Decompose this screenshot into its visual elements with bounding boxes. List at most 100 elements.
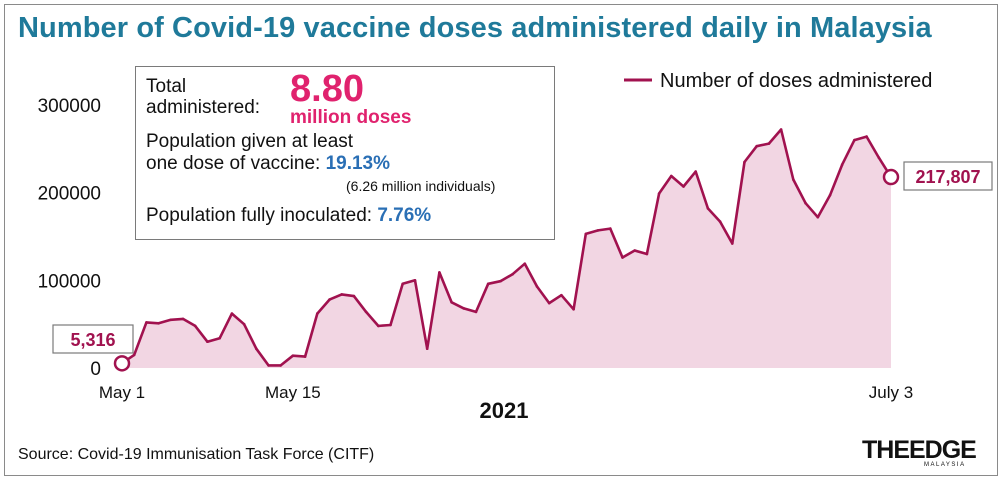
chart-title: Number of Covid-19 vaccine doses adminis…: [18, 12, 932, 44]
one-dose-value: 19.13%: [325, 153, 391, 174]
data-point: [316, 312, 319, 315]
data-point: [670, 174, 673, 178]
y-tick-label: 200000: [38, 184, 101, 205]
data-point: [779, 128, 783, 131]
series-line: [121, 128, 893, 367]
end-callout-value: 217,807: [915, 167, 980, 187]
data-point: [279, 364, 283, 367]
fully-inoculated-value: 7.76%: [377, 205, 432, 226]
end-callout: 217,807: [882, 161, 993, 191]
data-point: [865, 135, 868, 138]
data-point: [169, 318, 173, 322]
data-point: [230, 312, 234, 315]
data-point: [132, 353, 136, 357]
y-tick-label: 100000: [38, 271, 101, 292]
y-tick-label: 300000: [38, 96, 101, 117]
data-point: [181, 317, 185, 321]
data-point: [328, 298, 331, 301]
one-dose-individuals: (6.26 million individuals): [346, 178, 496, 194]
data-point: [303, 355, 307, 358]
data-point: [584, 232, 588, 236]
data-point: [389, 323, 392, 327]
total-label-line1: Total: [146, 76, 187, 97]
publisher-logo: THEEDGE MALAYSIA: [862, 436, 982, 470]
data-point: [474, 310, 478, 314]
data-point: [718, 220, 722, 223]
data-point: [633, 249, 636, 252]
data-point: [828, 194, 832, 197]
fully-inoculated-label: Population fully inoculated: 7.76%: [146, 205, 431, 227]
start-callout: 5,316: [52, 324, 134, 372]
data-point: [450, 301, 453, 304]
data-point: [816, 215, 820, 219]
data-point: [547, 301, 551, 305]
logo-text: THEEDGE: [862, 436, 977, 464]
data-point: [609, 227, 612, 230]
data-point: [499, 279, 502, 283]
data-point: [523, 262, 527, 266]
data-point: [731, 242, 734, 245]
total-unit: million doses: [290, 107, 412, 128]
data-point: [560, 293, 563, 297]
x-tick-label: July 3: [869, 383, 913, 402]
data-point: [767, 142, 771, 145]
one-dose-line2: one dose of vaccine:: [146, 153, 326, 174]
data-point: [706, 207, 710, 210]
data-point: [792, 178, 795, 181]
data-point: [157, 322, 160, 325]
data-point: [267, 364, 270, 367]
chart-frame: [4, 4, 998, 476]
data-point: [364, 310, 368, 314]
data-point: [535, 285, 539, 288]
data-point: [340, 293, 344, 296]
total-label: Total administered:: [146, 76, 260, 118]
data-point: [694, 170, 697, 173]
x-tick-label: May 1: [99, 383, 145, 402]
one-dose-label: Population given at least one dose of va…: [146, 131, 390, 175]
total-value: 8.80: [290, 68, 364, 110]
y-tick-label: 0: [90, 359, 101, 380]
data-point: [572, 308, 575, 311]
data-point: [352, 294, 356, 298]
source-note: Source: Covid-19 Immunisation Task Force…: [18, 446, 375, 463]
x-tick-label: May 15: [265, 383, 321, 402]
data-point: [645, 252, 649, 256]
start-callout-box: [52, 324, 134, 354]
logo-subtext: MALAYSIA: [924, 462, 966, 468]
legend-label: Number of doses administered: [660, 70, 932, 92]
data-point: [755, 144, 758, 148]
data-point: [877, 156, 881, 159]
data-point: [657, 192, 661, 195]
data-point: [218, 336, 221, 340]
total-label-line2: administered:: [146, 97, 261, 118]
x-axis-label: 2021: [480, 398, 529, 423]
data-point: [511, 272, 514, 276]
end-marker: [882, 168, 900, 186]
start-callout-value: 5,316: [70, 330, 115, 350]
data-point: [401, 282, 405, 286]
data-point: [743, 160, 746, 164]
data-point: [291, 354, 295, 358]
legend: Number of doses administered: [624, 70, 932, 92]
data-point: [621, 256, 624, 259]
one-dose-line1: Population given at least: [146, 131, 354, 152]
data-point: [840, 163, 844, 166]
data-point: [425, 347, 429, 351]
data-point: [804, 201, 807, 205]
data-point: [682, 185, 685, 188]
end-callout-box: [903, 161, 993, 191]
data-point: [145, 321, 148, 324]
data-point: [462, 307, 466, 310]
data-point: [853, 138, 856, 142]
start-marker: [113, 355, 131, 372]
data-point: [596, 229, 600, 232]
data-point: [413, 279, 417, 282]
data-point: [438, 271, 441, 274]
stats-box: Total administered: 8.80 million doses P…: [135, 66, 555, 240]
data-point: [486, 282, 490, 286]
data-point: [206, 340, 209, 344]
data-point: [242, 322, 246, 326]
data-point: [254, 347, 258, 351]
area-fill: [122, 129, 891, 368]
